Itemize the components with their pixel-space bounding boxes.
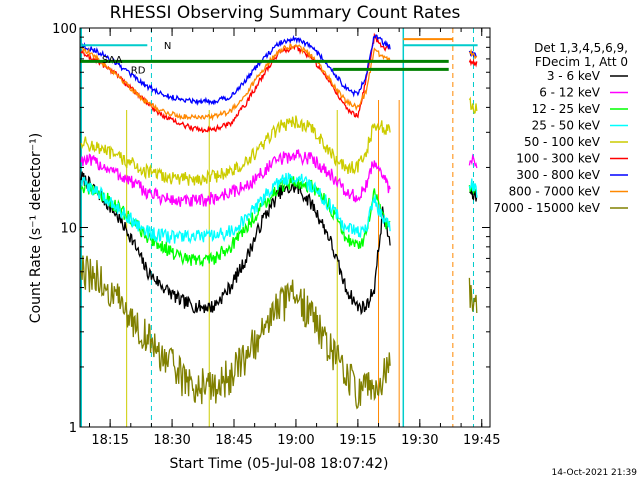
- x-tick-label: 18:30: [153, 433, 190, 448]
- legend-label: 800 - 7000 keV: [509, 185, 601, 199]
- legend-label: 100 - 300 keV: [516, 152, 600, 166]
- x-tick-label: 19:00: [277, 433, 314, 448]
- footer-timestamp: 14-Oct-2021 21:39: [552, 468, 638, 478]
- y-tick-label: 10: [60, 222, 77, 237]
- series-line: [80, 96, 478, 186]
- annotation-label: N: [164, 41, 171, 52]
- x-tick-label: 19:45: [463, 433, 500, 448]
- chart-title: RHESSI Observing Summary Count Rates: [110, 3, 461, 23]
- x-tick-label: 19:30: [401, 433, 438, 448]
- series-line: [80, 255, 478, 410]
- x-tick-label: 18:45: [215, 433, 252, 448]
- x-tick-label: 18:15: [91, 433, 128, 448]
- legend-header: FDecim 1, Att 0: [535, 55, 628, 69]
- y-axis-label: Count Rate (s⁻¹ detector⁻¹): [28, 133, 44, 323]
- legend-header: Det 1,3,4,5,6,9,: [534, 41, 628, 55]
- series-line: [80, 171, 478, 316]
- time-markers: [80, 28, 474, 427]
- series-layer: [80, 32, 478, 410]
- legend-label: 12 - 25 keV: [532, 102, 601, 116]
- legend: Det 1,3,4,5,6,9,FDecim 1, Att 03 - 6 keV…: [493, 41, 628, 215]
- annotation-label: SAA: [102, 55, 123, 66]
- series-line: [80, 149, 478, 207]
- legend-label: 3 - 6 keV: [547, 69, 601, 83]
- annotation-label: RD: [131, 65, 146, 76]
- legend-label: 300 - 800 keV: [516, 168, 600, 182]
- x-tick-label: 19:15: [339, 433, 376, 448]
- legend-label: 50 - 100 keV: [524, 135, 601, 149]
- annotations: N SAA RD: [80, 38, 478, 76]
- y-tick-label: 100: [52, 22, 77, 37]
- legend-label: 6 - 12 keV: [539, 86, 601, 100]
- series-line: [80, 172, 478, 245]
- x-axis-label: Start Time (05-Jul-08 18:07:42): [169, 456, 388, 472]
- legend-label: 7000 - 15000 keV: [493, 201, 600, 215]
- y-tick-label: 1: [69, 421, 77, 436]
- axes: 18:15 18:30 18:45 19:00 19:15 19:30 19:45 1 10 10…: [52, 22, 500, 448]
- series-line: [80, 42, 478, 122]
- series-line: [80, 32, 478, 134]
- legend-label: 25 - 50 keV: [532, 119, 601, 133]
